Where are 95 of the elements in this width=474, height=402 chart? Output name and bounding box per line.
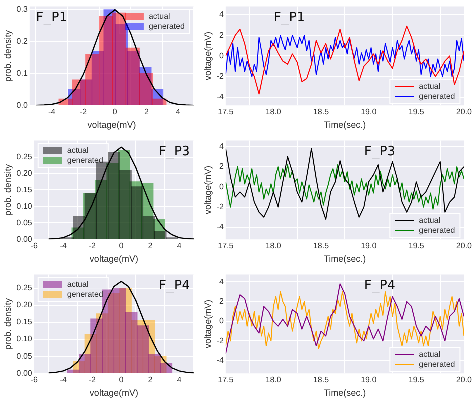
- y-axis-title: voltage(mV): [202, 32, 213, 80]
- y-tick-label: 4: [219, 142, 224, 152]
- x-tick-label: 19.0: [361, 376, 378, 385]
- y-tick-label: -2: [216, 336, 224, 346]
- x-tick-label: 19.5: [408, 108, 425, 117]
- x-tick-label: 20.0: [456, 242, 473, 251]
- y-tick-label: 0.20: [16, 300, 33, 310]
- x-tick-label: 18.0: [266, 242, 282, 251]
- legend-label: generated: [419, 92, 456, 101]
- y-tick-label: 0.10: [16, 202, 33, 211]
- x-axis-title: Time(sec.): [324, 254, 366, 264]
- x-tick-label: 20.0: [456, 376, 473, 385]
- annotation: F_P3: [158, 144, 190, 160]
- y-tick-label: 0.3: [16, 5, 28, 14]
- x-tick-label: -6: [30, 242, 38, 251]
- y-tick-label: -2: [216, 202, 224, 212]
- legend-label: actual: [419, 216, 441, 225]
- legend-label: generated: [419, 226, 456, 235]
- x-tick-label: -4: [60, 242, 68, 251]
- x-tick-label: 2: [148, 376, 154, 385]
- y-tick-label: -4: [216, 356, 224, 366]
- x-axis-title: voltage(mV): [90, 254, 138, 264]
- y-tick-label: 0.25: [16, 152, 33, 162]
- annotation: F_P1: [36, 10, 68, 26]
- x-tick-label: -6: [30, 376, 38, 385]
- x-tick-label: 17.5: [218, 108, 234, 117]
- x-tick-label: 18.0: [266, 108, 282, 117]
- annotation: F_P1: [274, 10, 305, 26]
- x-tick-label: 4: [177, 376, 182, 385]
- y-tick-label: 0.0: [16, 100, 28, 110]
- y-tick-label: 0.00: [16, 368, 33, 378]
- x-axis-title: Time(sec.): [324, 120, 366, 130]
- x-tick-label: 17.5: [218, 242, 234, 251]
- x-tick-label: 17.5: [218, 376, 234, 385]
- y-tick-label: 0.20: [16, 168, 33, 178]
- x-tick-label: 19.5: [408, 242, 425, 251]
- x-axis-title: voltage(mV): [88, 120, 136, 130]
- y-tick-label: 0.1: [16, 68, 28, 78]
- x-tick-label: 19.5: [408, 376, 425, 385]
- x-tick-label: 0: [112, 108, 118, 117]
- y-axis-title: voltage(mV): [202, 166, 213, 214]
- x-tick-label: 0: [119, 242, 124, 251]
- y-tick-label: 0.25: [16, 284, 33, 293]
- legend-label: generated: [419, 360, 456, 369]
- x-tick-label: -4: [60, 376, 68, 385]
- x-tick-label: 0: [119, 376, 124, 385]
- x-tick-label: 19.0: [361, 108, 378, 117]
- x-tick-label: -2: [88, 242, 97, 251]
- y-tick-label: 0: [219, 182, 224, 192]
- x-tick-label: 18.5: [313, 376, 330, 385]
- annotation: F_P4: [158, 278, 190, 294]
- legend-label: actual: [419, 82, 441, 91]
- x-tick-label: 18.5: [313, 242, 330, 251]
- legend-label: actual: [67, 146, 89, 156]
- y-axis-title: prob. density: [2, 298, 13, 350]
- y-tick-label: 0.15: [16, 185, 33, 194]
- x-tick-label: 18.0: [266, 376, 282, 385]
- y-tick-label: 0.00: [16, 234, 33, 244]
- x-axis-title: voltage(mV): [90, 388, 138, 398]
- y-tick-label: 0.05: [16, 218, 33, 228]
- y-tick-label: -4: [216, 92, 224, 102]
- y-axis-title: voltage(mV): [202, 300, 213, 348]
- y-tick-label: 2: [219, 162, 224, 172]
- y-tick-label: 2: [219, 30, 224, 40]
- x-axis-title: Time(sec.): [324, 388, 366, 398]
- legend-label: actual: [67, 280, 89, 290]
- y-tick-label: -4: [216, 222, 224, 232]
- x-tick-label: 2: [144, 108, 150, 117]
- y-tick-label: 2: [219, 297, 224, 306]
- x-tick-label: -4: [48, 108, 56, 117]
- annotation: F_P3: [364, 144, 396, 160]
- annotation: F_P4: [364, 278, 396, 294]
- y-tick-label: -2: [216, 72, 224, 81]
- y-tick-label: 0.05: [16, 352, 33, 361]
- x-tick-label: 20.0: [456, 108, 473, 117]
- x-tick-label: 4: [176, 108, 181, 117]
- x-tick-label: 4: [177, 242, 182, 251]
- y-tick-label: 4: [219, 10, 224, 20]
- legend-label: actual: [148, 12, 171, 22]
- x-tick-label: -2: [80, 108, 88, 117]
- y-tick-label: 0.10: [16, 334, 33, 344]
- y-tick-label: 4: [219, 277, 224, 286]
- y-axis-title: prob. density: [2, 30, 13, 82]
- y-axis-title: prob. density: [2, 164, 13, 216]
- y-tick-label: 0: [219, 51, 224, 60]
- y-tick-label: 0.15: [16, 318, 33, 327]
- y-tick-label: 0: [219, 316, 224, 326]
- x-tick-label: 18.5: [313, 108, 330, 117]
- x-tick-label: -2: [88, 376, 97, 385]
- y-tick-label: 0.2: [16, 37, 28, 46]
- x-tick-label: 2: [148, 242, 154, 251]
- legend-label: generated: [67, 156, 104, 166]
- x-tick-label: 19.0: [361, 242, 378, 251]
- legend-label: actual: [419, 350, 441, 359]
- legend-label: generated: [148, 22, 185, 32]
